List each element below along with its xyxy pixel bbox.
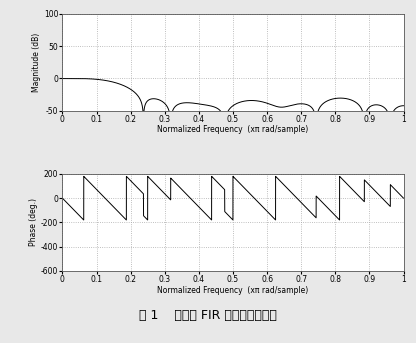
X-axis label: Normalized Frequency  (xπ rad/sample): Normalized Frequency (xπ rad/sample) bbox=[157, 125, 309, 134]
X-axis label: Normalized Frequency  (xπ rad/sample): Normalized Frequency (xπ rad/sample) bbox=[157, 285, 309, 295]
Text: 图 1    量化后 FIR 滤波器频率响应: 图 1 量化后 FIR 滤波器频率响应 bbox=[139, 309, 277, 322]
Y-axis label: Magnitude (dB): Magnitude (dB) bbox=[32, 33, 41, 92]
Y-axis label: Phase (deg.): Phase (deg.) bbox=[29, 199, 38, 246]
